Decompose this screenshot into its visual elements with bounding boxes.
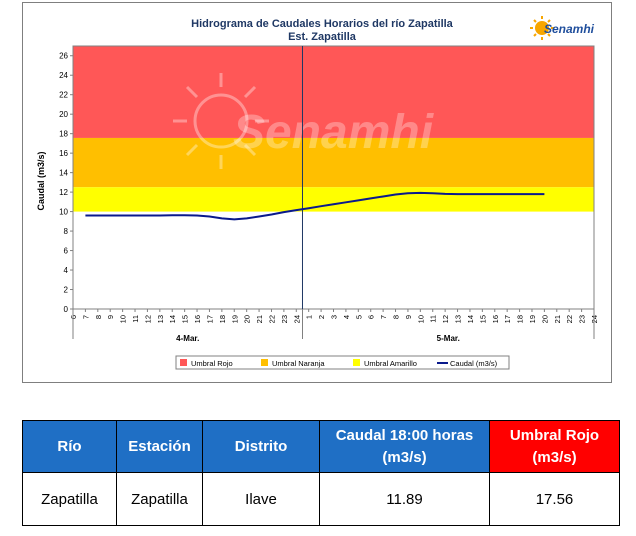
- header-rio: Río: [22, 420, 117, 473]
- x-tick-label: 18: [516, 315, 525, 323]
- threshold-bands: [73, 46, 594, 309]
- hydrograph-chart: Hidrograma de Caudales Horarios del río …: [36, 16, 599, 370]
- y-tick-label: 26: [59, 52, 68, 61]
- x-tick-label: 11: [429, 315, 438, 323]
- day-label: 4-Mar.: [176, 334, 199, 343]
- y-tick-label: 12: [59, 188, 68, 197]
- x-tick-label: 12: [441, 315, 450, 323]
- x-tick-label: 20: [540, 315, 549, 323]
- legend-label: Caudal (m3/s): [450, 359, 498, 368]
- x-tick-label: 11: [131, 315, 140, 323]
- logo-text: Senamhi: [544, 22, 595, 36]
- series-caudal-line: [85, 191, 545, 221]
- x-tick-label: 16: [491, 315, 500, 323]
- cell-estacion: Zapatilla: [116, 472, 203, 526]
- y-tick-label: 16: [59, 149, 68, 158]
- header-distrito: Distrito: [202, 420, 320, 473]
- x-tick-label: 19: [230, 315, 239, 323]
- day-labels: 4-Mar. 5-Mar.: [176, 334, 460, 343]
- x-tick-label: 19: [528, 315, 537, 323]
- sun-icon: [530, 16, 554, 40]
- y-tick-label: 2: [64, 286, 69, 295]
- legend-label: Umbral Rojo: [191, 359, 233, 368]
- legend-swatch: [261, 359, 268, 366]
- x-tick-label: 21: [255, 315, 264, 323]
- senamhi-logo: Senamhi: [530, 16, 595, 40]
- x-tick-label: 24: [292, 315, 301, 323]
- x-tick-label: 10: [416, 315, 425, 323]
- band-umbral-naranja: [73, 137, 594, 188]
- y-axis-title: Caudal (m3/s): [36, 151, 46, 210]
- x-tick-label: 7: [379, 315, 388, 319]
- legend-label: Umbral Amarillo: [364, 359, 417, 368]
- cell-rio: Zapatilla: [22, 472, 117, 526]
- y-tick-label: 0: [64, 305, 69, 314]
- y-tick-label: 8: [64, 227, 69, 236]
- x-tick-label: 22: [267, 315, 276, 323]
- x-tick-label: 9: [106, 315, 115, 319]
- summary-table: Río Estación Distrito Caudal 18:00 horas…: [22, 420, 620, 526]
- y-tick-label: 18: [59, 130, 68, 139]
- axes: 0246810121416182022242667891011121314151…: [59, 45, 599, 339]
- table-row: Zapatilla Zapatilla Ilave 11.89 17.56: [22, 472, 620, 526]
- y-tick-label: 6: [64, 247, 69, 256]
- x-tick-label: 23: [578, 315, 587, 323]
- x-tick-label: 14: [466, 315, 475, 323]
- y-tick-label: 14: [59, 169, 68, 178]
- chart-frame: Hidrograma de Caudales Horarios del río …: [22, 2, 612, 383]
- x-tick-label: 2: [317, 315, 326, 319]
- x-tick-label: 20: [243, 315, 252, 323]
- x-tick-label: 3: [330, 315, 339, 319]
- x-tick-label: 15: [181, 315, 190, 323]
- table-header-row: Río Estación Distrito Caudal 18:00 horas…: [22, 420, 620, 473]
- day-label: 5-Mar.: [437, 334, 460, 343]
- x-tick-label: 18: [218, 315, 227, 323]
- header-caudal: Caudal 18:00 horas (m3/s): [319, 420, 490, 473]
- y-tick-label: 4: [64, 266, 69, 275]
- legend-box: [175, 355, 510, 370]
- x-tick-label: 12: [143, 315, 152, 323]
- series-layer: [85, 191, 545, 221]
- cell-distrito: Ilave: [202, 472, 320, 526]
- watermark-text: Senamhi: [233, 106, 435, 159]
- header-umbral-rojo: Umbral Rojo (m3/s): [489, 420, 620, 473]
- x-tick-label: 21: [553, 315, 562, 323]
- x-tick-label: 6: [367, 315, 376, 319]
- x-tick-label: 23: [280, 315, 289, 323]
- x-tick-label: 13: [454, 315, 463, 323]
- chart-title: Hidrograma de Caudales Horarios del río …: [191, 18, 454, 30]
- cell-umbral-rojo: 17.56: [489, 472, 620, 526]
- x-tick-label: 14: [168, 315, 177, 323]
- legend-swatch: [180, 359, 187, 366]
- legend-swatch: [353, 359, 360, 366]
- x-tick-label: 17: [503, 315, 512, 323]
- band-umbral-rojo: [73, 46, 594, 138]
- legend-label: Umbral Naranja: [272, 359, 325, 368]
- x-tick-label: 10: [119, 315, 128, 323]
- y-tick-label: 20: [59, 110, 68, 119]
- x-tick-label: 7: [81, 315, 90, 319]
- header-estacion: Estación: [116, 420, 203, 473]
- x-tick-label: 15: [478, 315, 487, 323]
- cell-caudal: 11.89: [319, 472, 490, 526]
- chart-subtitle: Est. Zapatilla: [288, 31, 357, 43]
- y-tick-label: 22: [59, 91, 68, 100]
- x-tick-label: 17: [205, 315, 214, 323]
- legend: Umbral Rojo Umbral Naranja Umbral Amarillo…: [175, 355, 510, 370]
- sun-watermark-icon: [173, 73, 269, 169]
- y-tick-label: 24: [59, 71, 68, 80]
- x-tick-label: 8: [392, 315, 401, 319]
- x-tick-label: 5: [354, 315, 363, 319]
- x-tick-label: 13: [156, 315, 165, 323]
- x-tick-label: 22: [565, 315, 574, 323]
- band-umbral-amarillo: [73, 187, 594, 212]
- x-tick-label: 8: [94, 315, 103, 319]
- x-tick-label: 1: [305, 315, 314, 319]
- x-tick-label: 16: [193, 315, 202, 323]
- y-tick-label: 10: [59, 208, 68, 217]
- x-tick-label: 4: [342, 315, 351, 319]
- x-tick-label: 9: [404, 315, 413, 319]
